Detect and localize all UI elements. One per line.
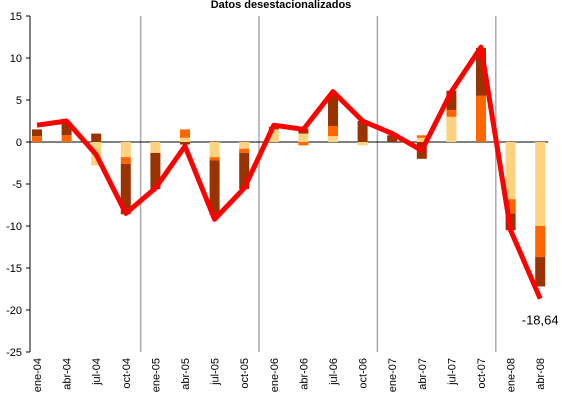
chart-title: Datos desestacionalizados — [211, 0, 352, 11]
bar-segment — [268, 129, 279, 142]
bar-segment — [328, 94, 338, 127]
x-tick-label: oct-06 — [358, 358, 370, 389]
bar-segment — [416, 137, 427, 142]
x-tick-label: jul-05 — [210, 358, 222, 386]
y-tick-label: 10 — [10, 53, 22, 65]
x-tick-label: oct-05 — [239, 358, 251, 389]
bar-segment — [476, 95, 486, 142]
x-tick-label: oct-04 — [121, 358, 133, 389]
bar-segment — [505, 199, 516, 214]
bar-segment — [209, 142, 220, 158]
bar-segment — [446, 110, 457, 117]
bar-segment — [357, 142, 368, 146]
y-tick-label: 0 — [16, 137, 22, 149]
bar-segment — [328, 126, 338, 137]
x-tick-label: ene-06 — [269, 358, 281, 392]
y-tick-label: -25 — [6, 347, 22, 359]
x-tick-label: ene-05 — [150, 358, 162, 392]
bar-segment — [180, 137, 190, 142]
y-tick-label: 15 — [10, 11, 22, 23]
bar-segment — [180, 129, 190, 138]
x-tick-label: ene-08 — [506, 358, 518, 392]
x-tick-label: ene-07 — [387, 358, 399, 392]
bar-segment — [298, 133, 309, 142]
data-label: -18,64 — [522, 313, 559, 328]
x-tick-label: ene-04 — [32, 358, 44, 392]
bar-segment — [32, 129, 42, 137]
bar-segment — [61, 122, 72, 136]
x-tick-label: jul-06 — [328, 358, 340, 386]
x-tick-label: abr-06 — [298, 358, 310, 390]
bar-segment — [209, 160, 220, 216]
x-tick-label: oct-07 — [476, 358, 488, 389]
y-tick-label: -20 — [6, 305, 22, 317]
bar-segment — [387, 135, 398, 142]
bar-segment — [535, 226, 546, 258]
x-tick-label: abr-08 — [535, 358, 547, 390]
y-tick-label: -5 — [12, 179, 22, 191]
y-tick-label: -15 — [6, 263, 22, 275]
bar-segment — [446, 90, 457, 111]
x-tick-label: abr-04 — [62, 358, 74, 390]
bar-segment — [328, 136, 338, 142]
bar-segment — [239, 152, 250, 190]
bar-segment — [180, 142, 190, 145]
bar-segment — [150, 152, 161, 190]
y-tick-label: -10 — [6, 221, 22, 233]
bar-segment — [298, 142, 309, 146]
x-tick-label: jul-04 — [91, 358, 103, 386]
bar-segment — [61, 135, 72, 142]
bar-segment — [120, 163, 131, 215]
x-tick-label: abr-05 — [180, 358, 192, 390]
bar-segment — [535, 257, 546, 287]
bar-segment — [239, 142, 250, 149]
bar-segment — [535, 142, 546, 226]
bar-segment — [91, 133, 102, 142]
bar-segment — [239, 148, 250, 153]
bar-segment — [476, 47, 486, 96]
bar-segment — [357, 121, 368, 142]
bar-segment — [446, 116, 457, 142]
bar-segment — [32, 136, 42, 142]
y-tick-label: 5 — [16, 95, 22, 107]
line — [36, 44, 543, 300]
bar-segment — [120, 142, 131, 158]
bar-segment — [150, 142, 161, 153]
bar-segment — [416, 135, 427, 138]
x-tick-label: abr-07 — [417, 358, 429, 390]
bar-segment — [505, 142, 516, 200]
bar-segment — [209, 157, 220, 161]
bar-segment — [120, 157, 131, 164]
x-tick-label: jul-07 — [446, 358, 458, 386]
